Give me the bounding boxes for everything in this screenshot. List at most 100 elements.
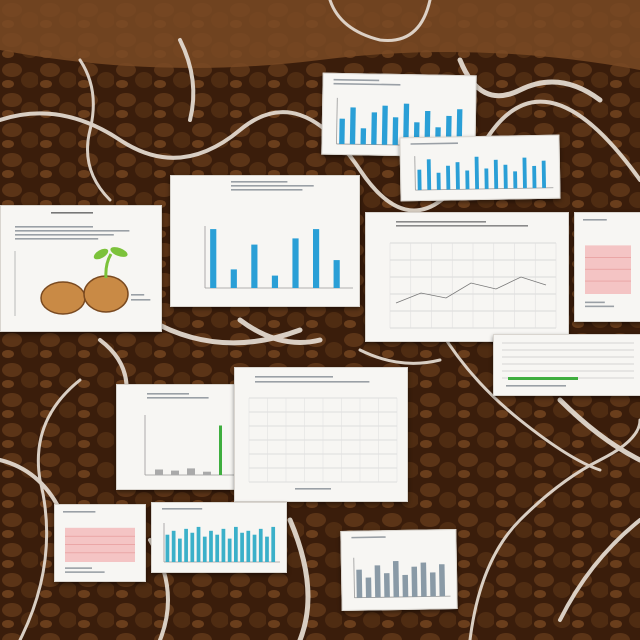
bar (411, 566, 418, 597)
text-line (15, 234, 114, 236)
bar (426, 159, 432, 190)
text-line (333, 82, 401, 86)
bar (190, 532, 195, 562)
bar (333, 260, 340, 288)
y-axis (414, 156, 416, 191)
bar (349, 107, 356, 145)
doc-mid-left-line-chart (116, 384, 246, 490)
text-line (231, 181, 288, 183)
text-line (396, 221, 486, 223)
root-strand (237, 317, 323, 345)
text-line (231, 185, 314, 187)
potato-left (40, 281, 86, 315)
bar (221, 528, 226, 562)
bar (252, 534, 257, 562)
bar (184, 528, 188, 562)
doc-far-right-pink-chart (574, 212, 640, 322)
doc-bottom-right-gray-chart (340, 528, 458, 612)
root-strand (557, 397, 640, 463)
bar (402, 574, 409, 597)
doc-right-table (493, 334, 640, 396)
text-line (410, 142, 458, 145)
y-axis (336, 97, 338, 144)
bar (234, 526, 238, 562)
bar (209, 530, 213, 562)
bar (392, 117, 399, 145)
bar (513, 171, 518, 189)
doc-center-right-grid-chart (365, 212, 569, 342)
bar (439, 564, 446, 597)
text-line (351, 536, 386, 539)
bar (292, 238, 299, 288)
bar (465, 170, 470, 190)
bar (403, 103, 410, 146)
text-line (255, 381, 370, 383)
text-line (585, 305, 615, 308)
text-line (162, 508, 203, 510)
text-line (231, 189, 303, 191)
bar (171, 530, 176, 562)
x-axis (354, 595, 451, 599)
bar (417, 169, 422, 191)
doc-left-seedling (0, 205, 162, 332)
text-line (255, 376, 333, 378)
bar (360, 128, 367, 145)
bar (271, 526, 276, 562)
bar (541, 160, 547, 188)
bar (219, 425, 222, 475)
root-strand (358, 348, 442, 365)
bar (203, 471, 211, 475)
pink-area (65, 527, 135, 562)
bar (155, 469, 163, 475)
doc-center-grid-table (234, 367, 408, 502)
bar (429, 572, 436, 597)
bar (474, 156, 480, 190)
bar (446, 165, 451, 190)
bar (313, 229, 320, 288)
bar (265, 536, 269, 562)
text-line (63, 511, 96, 513)
bar (356, 569, 363, 598)
doc-bottom-left-pink-chart (54, 504, 146, 582)
text-line (147, 397, 209, 399)
bar (420, 562, 427, 597)
bar (522, 157, 527, 189)
text-line (65, 571, 105, 573)
bar (165, 534, 170, 562)
text-line (583, 219, 607, 221)
text-line (585, 301, 605, 304)
bar (210, 229, 217, 288)
text-line (131, 294, 145, 296)
bar (251, 244, 258, 288)
bar (484, 168, 489, 189)
sprout-stem (104, 253, 113, 279)
bar (240, 532, 244, 562)
text-line (295, 488, 331, 490)
bar (171, 470, 179, 475)
bar (246, 530, 251, 562)
bar (339, 118, 345, 145)
text-line (131, 299, 151, 301)
bar (365, 577, 372, 598)
bar (532, 165, 537, 189)
bar (202, 536, 207, 562)
text-line (15, 226, 93, 228)
bar (493, 159, 499, 189)
text-line (51, 212, 93, 214)
bar (371, 112, 378, 145)
bar (227, 538, 232, 562)
bar (258, 528, 263, 562)
text-line (147, 393, 189, 395)
sprout-leaf-left (93, 248, 109, 260)
bar (187, 468, 195, 475)
potato-right (83, 275, 129, 313)
bar (230, 269, 237, 288)
sprout-leaf-right (110, 247, 128, 257)
root-strand (78, 58, 112, 202)
doc-center-bar-chart (170, 175, 360, 307)
bar (374, 565, 381, 598)
text-line (396, 225, 528, 227)
bar (381, 105, 388, 145)
text-line (15, 238, 99, 240)
root-strand (178, 38, 196, 122)
